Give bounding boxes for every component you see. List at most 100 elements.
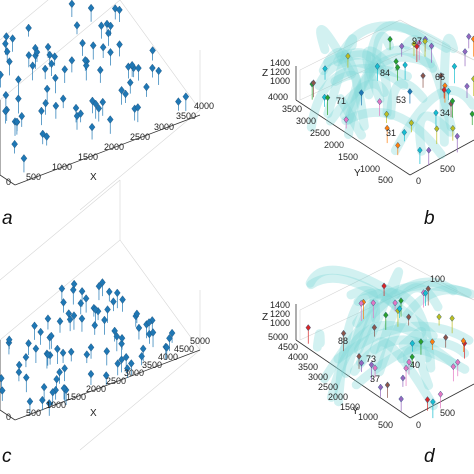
path-tube [323, 48, 379, 81]
node-marker [54, 344, 61, 354]
path-tube [411, 338, 434, 390]
panel-c-x-tick: 2000 [86, 384, 106, 394]
panel-b-z-tick: 1200 [270, 67, 290, 77]
node-marker [45, 399, 53, 408]
node-marker [370, 299, 376, 307]
node-marker [87, 343, 95, 352]
node-marker [25, 339, 32, 348]
node-marker [384, 381, 391, 389]
path-tube [320, 277, 458, 384]
node-marker [407, 88, 413, 96]
node-label: 31 [386, 128, 396, 138]
panel-a-x-tick: 4000 [194, 101, 214, 111]
node-marker [384, 124, 390, 132]
node-marker [377, 383, 384, 391]
node-marker [464, 82, 470, 90]
node-marker [97, 65, 104, 75]
node-marker [469, 110, 474, 118]
node-marker [52, 101, 60, 111]
node-marker [25, 51, 33, 60]
node-marker [103, 347, 111, 356]
node-marker [358, 299, 364, 307]
node-marker [70, 285, 77, 295]
panel-a-x-tick: 2000 [104, 142, 124, 152]
path-tube [355, 267, 404, 367]
path-tube [306, 64, 412, 132]
node-marker [72, 103, 80, 113]
panel-a-grid [0, 0, 201, 211]
panel-b-axes [295, 66, 474, 176]
node-label: 100 [430, 274, 445, 284]
node-marker [149, 328, 157, 337]
node-marker [393, 58, 399, 65]
panel-b-y-tick: 500 [378, 175, 393, 185]
panel-c: 500 1000 1500 2000 2500 3000 3500 4000 4… [0, 179, 210, 467]
panel-d-axes [295, 304, 474, 419]
path-tube [343, 45, 438, 125]
node-label: 66 [435, 72, 445, 82]
node-marker [387, 35, 393, 43]
node-marker [78, 314, 86, 323]
path-tube [312, 329, 325, 352]
panel-d-y-tick: 5000 [268, 332, 288, 342]
node-label: 84 [380, 68, 390, 78]
panel-d-y-tick: 1500 [340, 402, 360, 412]
path-tube [333, 288, 401, 407]
node-marker [106, 287, 113, 297]
node-marker [372, 364, 378, 372]
panel-b-y-tick: 3000 [296, 116, 316, 126]
node-marker [70, 279, 78, 289]
node-marker [3, 32, 10, 41]
panel-b-z-tick: 1000 [270, 76, 290, 86]
panel-c-x-tick: 2500 [106, 376, 126, 386]
panel-d-z-tick: 1400 [270, 300, 290, 310]
path-tube [341, 298, 380, 378]
node-marker [78, 287, 86, 296]
panel-d-y-tick: 3000 [308, 372, 328, 382]
node-marker [118, 85, 125, 95]
node-marker [0, 70, 4, 80]
node-marker [128, 60, 136, 70]
node-marker [128, 359, 135, 368]
node-marker [95, 282, 103, 291]
node-marker [32, 344, 40, 353]
node-marker [2, 39, 9, 48]
path-tube [326, 320, 428, 402]
path-tube [403, 345, 470, 374]
path-tube [364, 20, 435, 100]
panel-c-x-ticks: 500 1000 1500 2000 2500 3000 3500 4000 4… [6, 336, 210, 422]
node-marker [396, 305, 403, 313]
node-marker [182, 92, 190, 101]
node-marker [52, 73, 59, 83]
path-tube [346, 286, 379, 355]
node-marker [99, 43, 107, 52]
path-tube [352, 281, 472, 328]
node-marker [398, 395, 404, 403]
panel-d-y-label: Y [352, 406, 359, 417]
path-tube [336, 50, 392, 118]
node-marker [99, 278, 106, 287]
node-marker [92, 305, 99, 314]
node-marker [42, 98, 49, 108]
path-tube [402, 35, 456, 132]
node-marker [95, 104, 103, 113]
node-marker [104, 305, 111, 314]
panel-a-x-tick: 3000 [154, 122, 174, 132]
node-marker [88, 122, 96, 132]
node-marker [430, 398, 436, 406]
node-marker [44, 350, 52, 359]
path-tube [439, 33, 459, 147]
path-tube [316, 25, 357, 79]
node-marker [441, 86, 447, 94]
node-marker [11, 139, 18, 149]
node-marker [429, 338, 435, 346]
panel-b-z-tick: 1400 [270, 58, 290, 68]
node-marker [340, 329, 347, 337]
panel-d-y-tick: 3500 [298, 362, 318, 372]
node-marker [149, 46, 156, 55]
panel-d-tubes [305, 265, 474, 411]
panel-c-x-tick: 4000 [158, 352, 178, 362]
node-marker [438, 72, 444, 80]
panel-b-label: b [424, 208, 435, 229]
panel-a-x-tick: 1000 [52, 162, 72, 172]
